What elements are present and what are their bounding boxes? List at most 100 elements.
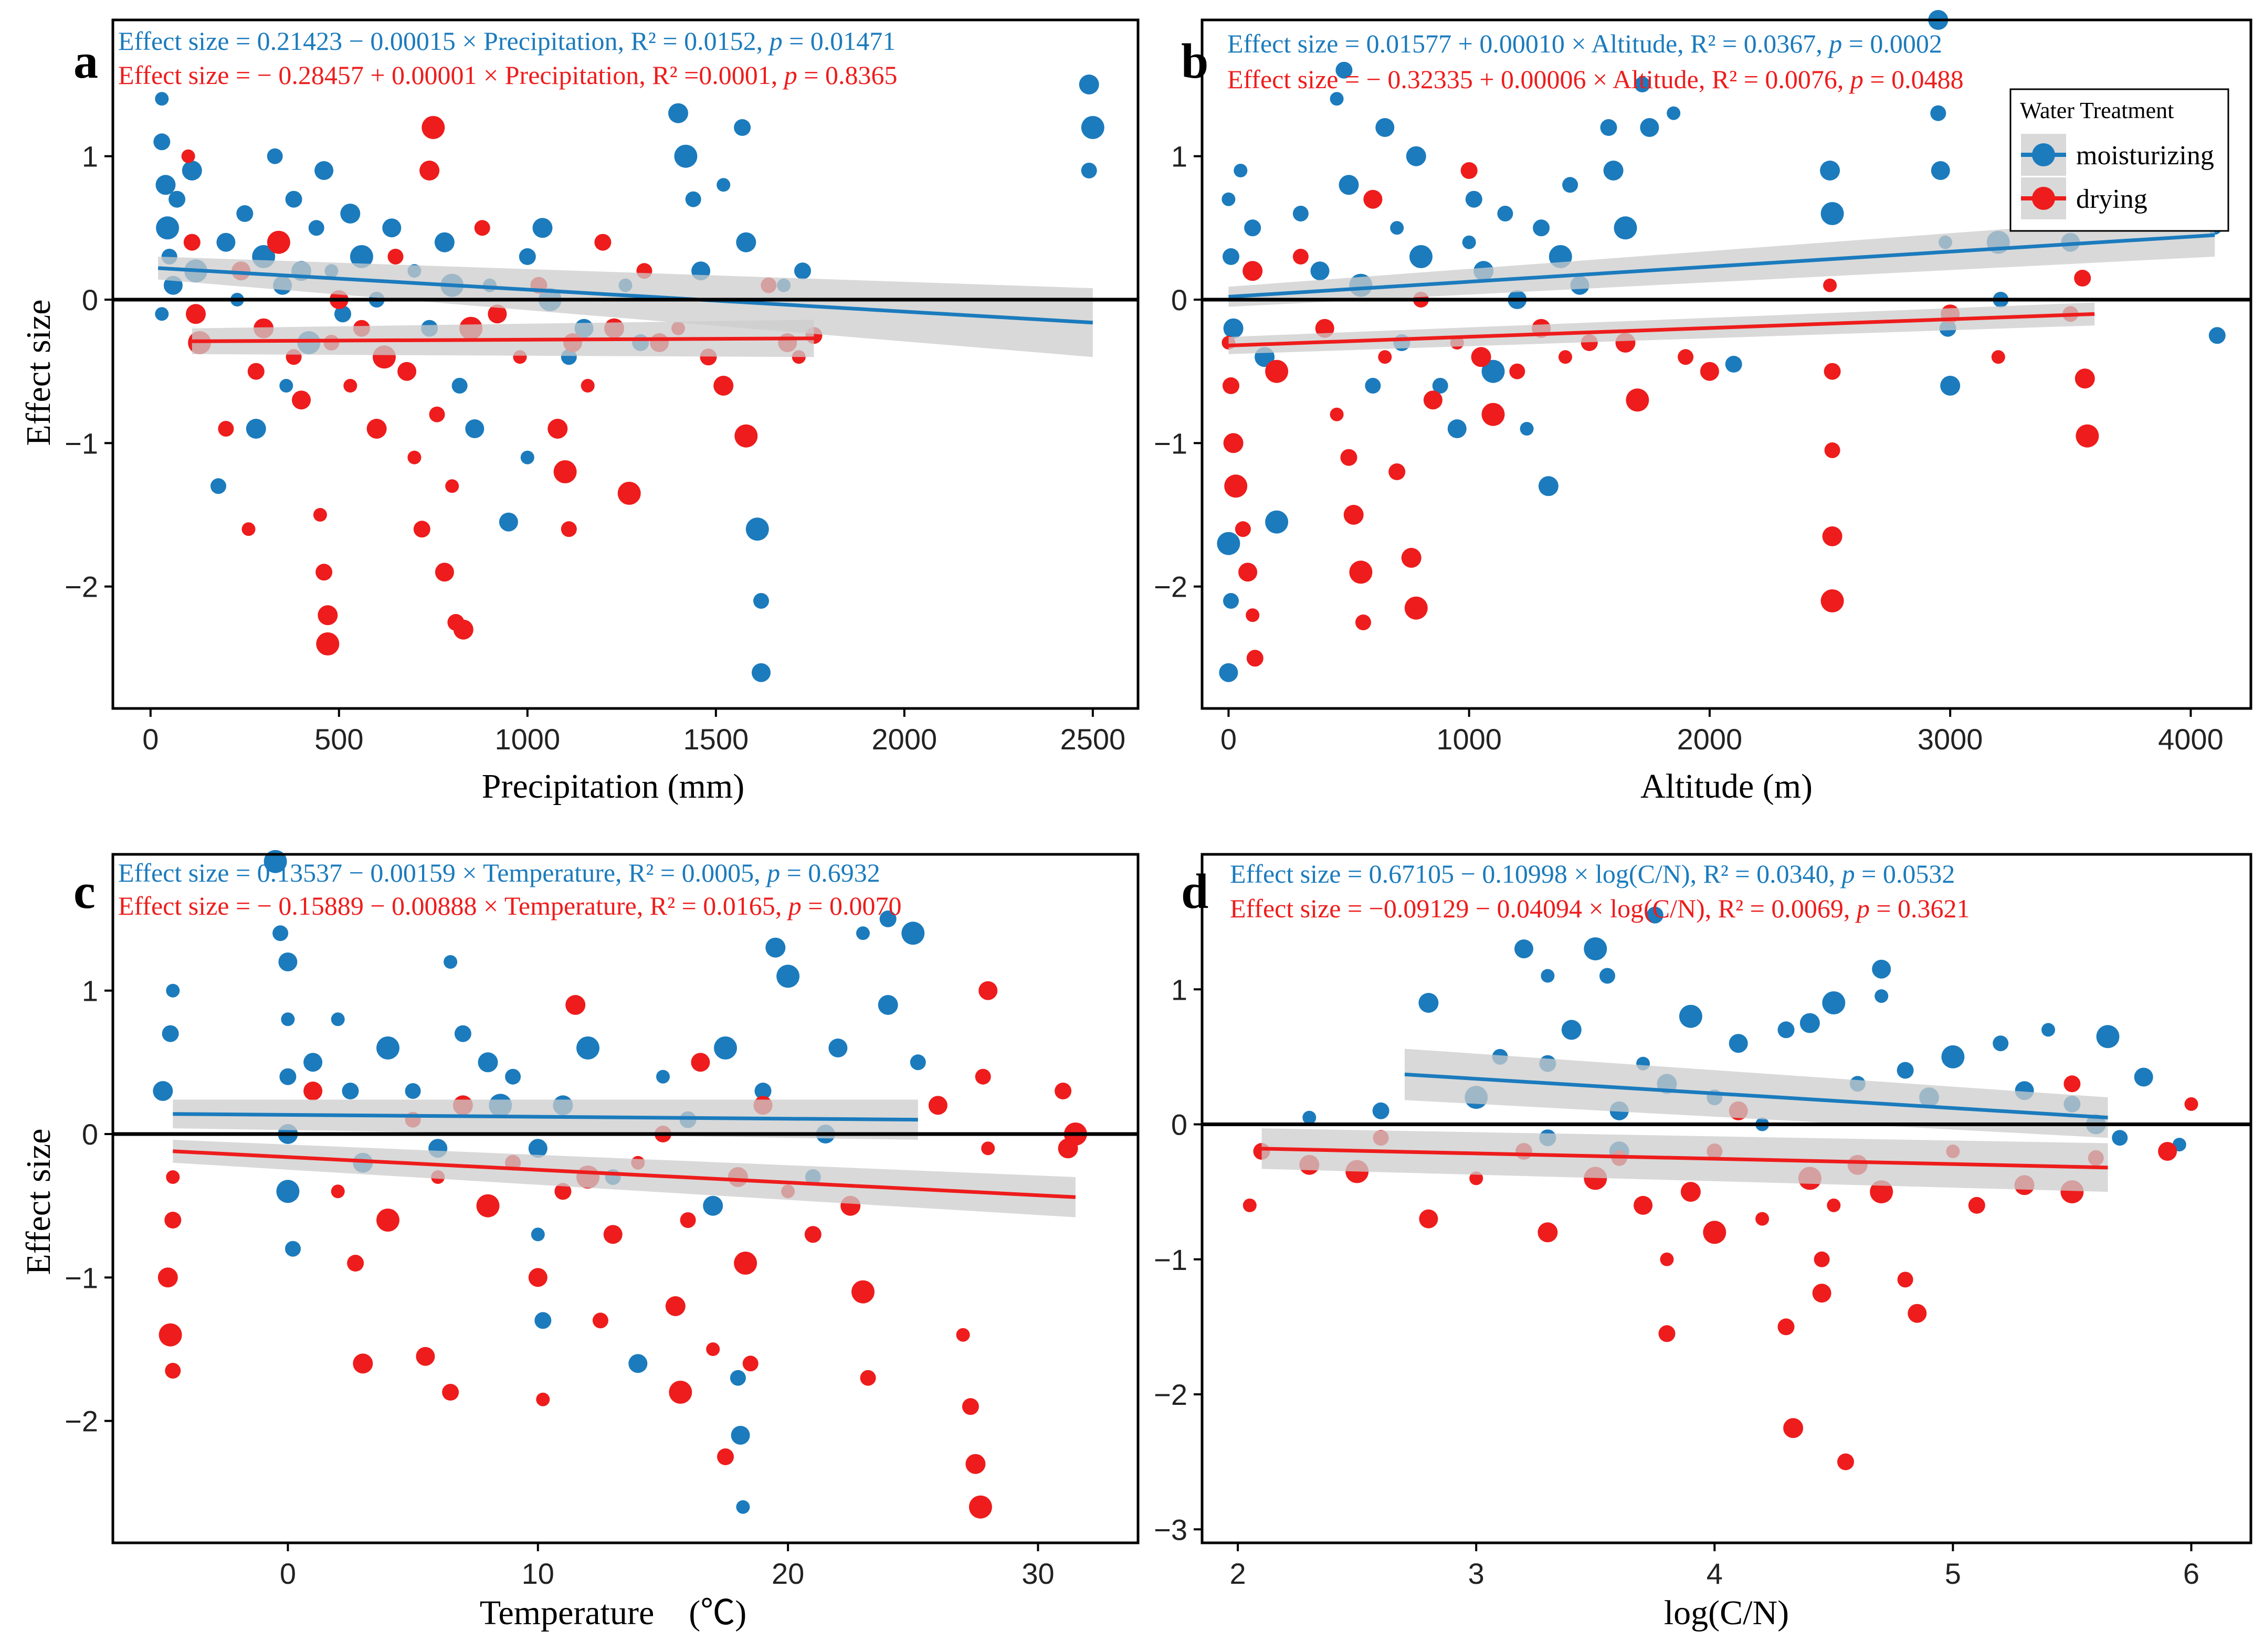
panel-b-point-drying (1292, 249, 1309, 264)
panel-b-point-drying (1460, 162, 1478, 179)
panel-a-point-drying (734, 424, 758, 448)
panel-d-equation-drying: Effect size = −0.09129 − 0.04094 × log(C… (1230, 894, 1970, 923)
panel-b-point-moisturizing (1223, 318, 1244, 338)
panel-c-point-drying (416, 1347, 435, 1366)
legend-item-moisturizing: moisturizing (2021, 134, 2214, 176)
panel-c-point-moisturizing (856, 926, 870, 940)
panel-c-point-drying (331, 1184, 345, 1199)
panel-a-point-drying (435, 563, 454, 582)
panel-b-point-moisturizing (1462, 235, 1476, 249)
panel-a-point-drying (387, 249, 404, 264)
panel-c-point-moisturizing (879, 910, 897, 927)
panel-a-xtick-label: 1500 (683, 723, 749, 756)
panel-d-point-moisturizing (2041, 1023, 2055, 1037)
panel-a-point-drying (366, 419, 387, 439)
panel-b-xtick-label: 3000 (1918, 723, 1983, 756)
panel-d-point-drying (1777, 1318, 1795, 1336)
panel-b-point-moisturizing (1931, 161, 1950, 180)
panel-b-point-drying (1340, 449, 1357, 466)
panel-b-point-drying (1265, 359, 1289, 383)
panel-a-point-moisturizing (382, 218, 402, 238)
panel-a-point-moisturizing (155, 307, 169, 321)
panel-d-xtick-label: 6 (2183, 1557, 2199, 1590)
panel-c-point-moisturizing (405, 1083, 421, 1099)
panel-b-xtick-label: 2000 (1677, 723, 1743, 756)
panel-a-point-drying (397, 362, 417, 381)
panel-d-point-moisturizing (1822, 991, 1846, 1014)
panel-a-point-drying (474, 220, 490, 236)
panel-b-point-moisturizing (1217, 532, 1240, 555)
panel-d-point-moisturizing (1541, 969, 1555, 983)
panel-a-point-moisturizing (1079, 75, 1099, 94)
panel-c-point-moisturizing (303, 1053, 323, 1072)
panel-b-ytick-label: −1 (1154, 427, 1187, 460)
panel-b-point-moisturizing (1465, 190, 1482, 208)
panel-c-point-drying (851, 1280, 875, 1304)
panel-a-point-moisturizing (520, 450, 534, 464)
panel-c-point-drying (968, 1495, 992, 1519)
panel-d-point-drying (2184, 1097, 2198, 1111)
panel-a-point-moisturizing (434, 232, 455, 252)
panel-a-point-moisturizing (674, 144, 698, 168)
panel-b-equation-moisturizing: Effect size = 0.01577 + 0.00010 × Altitu… (1227, 29, 1942, 58)
panel-c-fit-line-drying (173, 1149, 1076, 1199)
panel-c-point-moisturizing (276, 1180, 300, 1203)
panel-c-point-drying (592, 1312, 608, 1329)
panel-b-fit-line-drying (1228, 312, 2095, 347)
panel-c-point-moisturizing (376, 1036, 399, 1060)
panel-c-point-moisturizing (628, 1354, 648, 1373)
panel-d-point-drying (1242, 1198, 1257, 1212)
panel-d-point-drying (1469, 1171, 1483, 1185)
panel-d-point-drying (1658, 1325, 1676, 1342)
panel-a-point-moisturizing (155, 92, 169, 106)
panel-d-fit-line-moisturizing (1404, 1072, 2108, 1120)
panel-c-point-moisturizing (478, 1052, 498, 1073)
panel-a-point-drying (445, 479, 459, 493)
panel-b-point-drying (2075, 368, 2095, 389)
panel-d-point-moisturizing (1875, 989, 1889, 1003)
panel-a-point-drying (547, 419, 568, 439)
panel-b-point-moisturizing (1219, 663, 1238, 682)
panel-c-point-drying (565, 995, 586, 1015)
panel-c-point-drying (347, 1255, 364, 1272)
panel-a-point-moisturizing (794, 262, 811, 280)
panel-d-point-moisturizing (1584, 937, 1607, 961)
panel-b-point-moisturizing (1335, 61, 1353, 79)
panel-d-point-moisturizing (1372, 1102, 1389, 1119)
panel-d-point-drying (2063, 1075, 2081, 1093)
panel-c-xtick-label: 20 (772, 1557, 804, 1590)
panel-a-xtick-label: 2000 (872, 723, 938, 756)
panel-a-point-drying (183, 234, 201, 251)
panel-d-point-drying (1634, 1195, 1653, 1215)
panel-a-point-moisturizing (169, 190, 186, 208)
panel-c-point-moisturizing (331, 1012, 345, 1026)
panel-c-ci-band-drying (173, 1139, 1076, 1217)
panel-a-point-moisturizing (1081, 116, 1104, 139)
panel-c-point-drying (536, 1392, 550, 1406)
panel-d-point-moisturizing (1777, 1021, 1795, 1039)
panel-c-point-drying (962, 1398, 979, 1415)
panel-b-point-moisturizing (1223, 593, 1239, 609)
panel-a-point-drying (419, 161, 440, 181)
panel-a-ytick-label: 1 (82, 140, 98, 173)
panel-b: b Effect size = 0.01577 + 0.00010 × Alti… (1154, 10, 2252, 806)
panel-a-point-moisturizing (210, 478, 226, 494)
panel-a-point-drying (186, 304, 206, 324)
legend-label-drying: drying (2076, 184, 2147, 214)
panel-b-point-moisturizing (1930, 105, 1946, 121)
panel-d-plot (1202, 906, 2251, 1470)
panel-b-point-moisturizing (1614, 216, 1637, 240)
panel-c-point-moisturizing (279, 1068, 297, 1085)
panel-c-point-drying (303, 1082, 323, 1100)
panel-d-point-drying (1908, 1304, 1927, 1323)
panel-a-xtick-label: 0 (142, 723, 159, 756)
panel-c-point-drying (159, 1323, 182, 1347)
panel-b-point-moisturizing (1940, 376, 1961, 396)
panel-a-point-moisturizing (182, 161, 202, 181)
panel-d-ci-band-drying (1261, 1128, 2108, 1192)
legend-title: Water Treatment (2020, 98, 2174, 123)
panel-b-point-drying (1238, 563, 1258, 582)
panel-d-point-moisturizing (2134, 1067, 2153, 1087)
panel-a-xtick-label: 500 (314, 723, 363, 756)
panel-d-xtick-label: 5 (1945, 1557, 1961, 1590)
